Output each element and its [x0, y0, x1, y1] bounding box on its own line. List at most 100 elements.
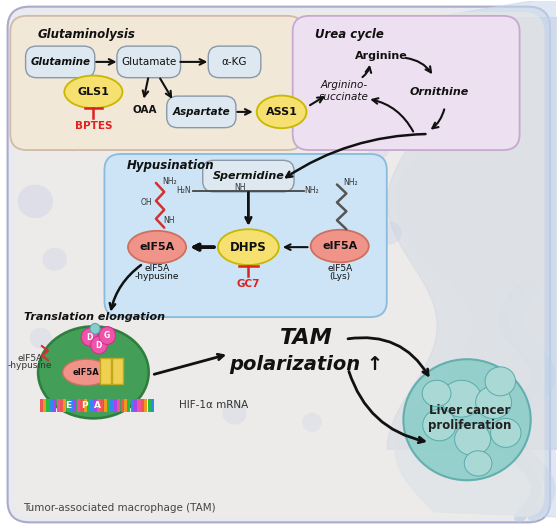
Bar — [40, 399, 43, 412]
Ellipse shape — [455, 423, 491, 455]
Bar — [120, 399, 124, 412]
Bar — [134, 399, 137, 412]
Ellipse shape — [422, 380, 451, 407]
Bar — [94, 399, 97, 412]
Ellipse shape — [287, 188, 315, 214]
Ellipse shape — [465, 451, 492, 476]
Text: eIF5A: eIF5A — [73, 368, 100, 377]
Ellipse shape — [63, 359, 110, 386]
Bar — [90, 399, 94, 412]
Text: Urea cycle: Urea cycle — [315, 28, 384, 41]
Text: eIF5A: eIF5A — [327, 263, 353, 272]
Ellipse shape — [442, 380, 481, 417]
Ellipse shape — [64, 76, 123, 108]
Ellipse shape — [42, 248, 67, 271]
Text: P: P — [81, 400, 87, 409]
Text: D: D — [96, 341, 102, 350]
Text: GLS1: GLS1 — [77, 87, 109, 97]
FancyBboxPatch shape — [292, 16, 520, 150]
FancyBboxPatch shape — [208, 46, 261, 78]
FancyBboxPatch shape — [167, 96, 236, 127]
Text: eIF5A: eIF5A — [144, 263, 170, 272]
Bar — [141, 399, 144, 412]
Text: Arginino-
succinate: Arginino- succinate — [319, 80, 369, 102]
Text: eIF5A: eIF5A — [322, 241, 358, 251]
Text: Aspartate: Aspartate — [173, 107, 230, 117]
FancyBboxPatch shape — [26, 46, 95, 78]
Text: HIF-1α mRNA: HIF-1α mRNA — [179, 400, 248, 410]
Text: NH: NH — [163, 216, 175, 225]
Text: eIF5A: eIF5A — [17, 354, 42, 363]
Ellipse shape — [377, 221, 402, 244]
Bar — [100, 358, 111, 385]
Text: H₂N: H₂N — [177, 186, 191, 195]
Ellipse shape — [257, 96, 306, 128]
Bar — [84, 399, 86, 412]
Bar — [57, 399, 60, 412]
Text: α-KG: α-KG — [222, 57, 247, 67]
Text: OAA: OAA — [132, 105, 157, 115]
Bar — [46, 399, 50, 412]
Bar — [67, 399, 70, 412]
FancyBboxPatch shape — [117, 46, 180, 78]
Text: Hypusination: Hypusination — [126, 159, 214, 172]
FancyBboxPatch shape — [13, 12, 545, 517]
Ellipse shape — [491, 418, 521, 448]
Bar — [124, 399, 127, 412]
Ellipse shape — [302, 413, 322, 432]
Text: Tumor-associated macrophage (TAM): Tumor-associated macrophage (TAM) — [23, 503, 216, 513]
Bar — [110, 399, 114, 412]
Bar — [87, 399, 90, 412]
Ellipse shape — [18, 185, 53, 218]
Text: OH: OH — [141, 198, 153, 207]
Ellipse shape — [222, 402, 247, 424]
Text: TAM: TAM — [280, 328, 333, 348]
Ellipse shape — [311, 230, 369, 262]
Bar — [131, 399, 134, 412]
Ellipse shape — [485, 367, 515, 396]
Ellipse shape — [403, 359, 531, 480]
Bar — [53, 399, 56, 412]
Polygon shape — [395, 0, 557, 517]
Ellipse shape — [335, 266, 355, 285]
FancyBboxPatch shape — [105, 154, 387, 317]
Text: Translation elongation: Translation elongation — [24, 312, 165, 322]
Text: -hypusine: -hypusine — [135, 271, 179, 280]
Bar — [104, 399, 107, 412]
Text: GC7: GC7 — [237, 279, 260, 289]
Bar — [107, 399, 110, 412]
Ellipse shape — [368, 138, 389, 159]
Bar — [144, 399, 147, 412]
Bar — [100, 399, 104, 412]
Text: NH: NH — [234, 183, 246, 192]
Text: NH₂: NH₂ — [305, 186, 319, 195]
Text: Ornithine: Ornithine — [410, 87, 469, 97]
FancyBboxPatch shape — [203, 160, 294, 192]
Bar — [117, 399, 120, 412]
Bar — [138, 399, 140, 412]
Text: D: D — [86, 333, 92, 342]
Bar — [63, 399, 66, 412]
Text: Spermidine: Spermidine — [213, 171, 284, 181]
Ellipse shape — [218, 229, 279, 265]
Text: G: G — [104, 331, 110, 340]
Bar — [151, 399, 154, 412]
Text: NH₂: NH₂ — [344, 178, 358, 187]
Ellipse shape — [60, 125, 88, 151]
Text: DHPS: DHPS — [230, 241, 267, 253]
Text: eIF5A: eIF5A — [139, 242, 175, 252]
Ellipse shape — [99, 326, 115, 344]
Bar — [114, 399, 117, 412]
Bar — [77, 399, 80, 412]
Text: NH₂: NH₂ — [162, 177, 177, 186]
Bar — [148, 399, 150, 412]
Text: Glutaminolysis: Glutaminolysis — [38, 28, 136, 41]
Text: polarization ↑: polarization ↑ — [229, 355, 384, 374]
Text: E: E — [65, 400, 71, 409]
Ellipse shape — [90, 323, 100, 334]
Text: Arginine: Arginine — [355, 51, 408, 61]
Ellipse shape — [81, 328, 98, 346]
Bar — [60, 399, 63, 412]
Ellipse shape — [476, 386, 511, 418]
Text: BPTES: BPTES — [75, 121, 112, 131]
